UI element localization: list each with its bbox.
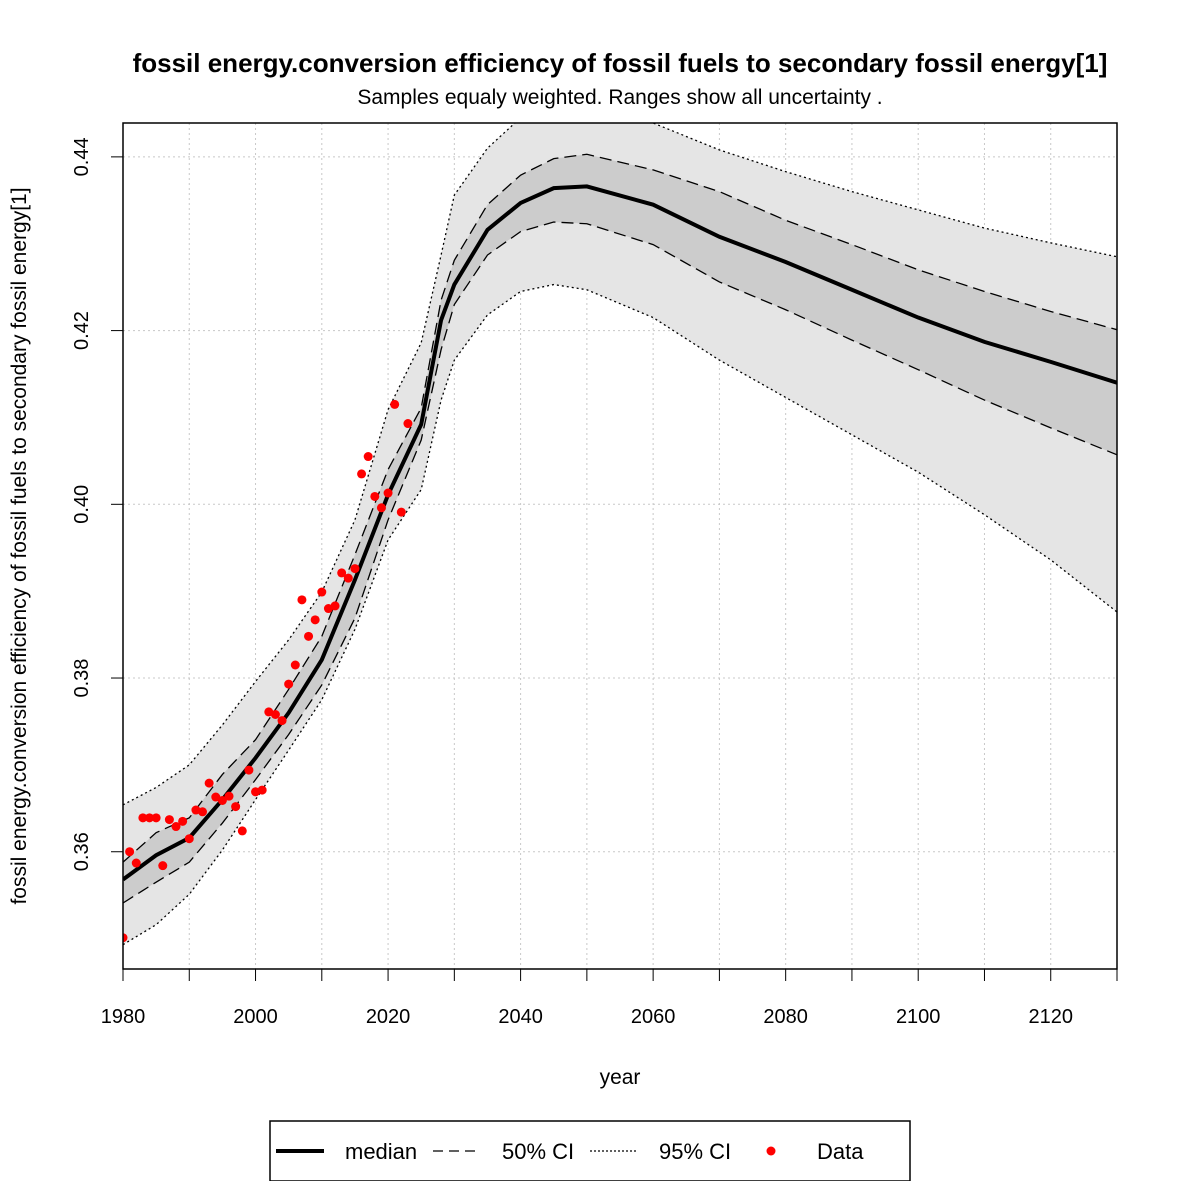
- plot-area: [123, 123, 1117, 946]
- data-point: [257, 785, 267, 795]
- data-point: [350, 564, 360, 574]
- x-tick-label: 1980: [101, 1006, 146, 1028]
- data-point: [343, 573, 353, 583]
- data-point: [297, 595, 307, 605]
- y-tick-label: 0.44: [71, 137, 93, 176]
- legend-label: median: [345, 1139, 417, 1164]
- data-point: [403, 419, 413, 429]
- data-point: [237, 826, 247, 836]
- data-point: [370, 491, 380, 501]
- legend: median 50% CI 95% CI Data: [269, 1120, 911, 1181]
- data-point: [330, 601, 340, 611]
- data-point: [198, 807, 208, 817]
- data-point: [131, 858, 141, 868]
- data-point: [125, 847, 135, 857]
- x-tick-label: 2020: [366, 1006, 411, 1028]
- data-point: [357, 469, 367, 479]
- y-tick-label: 0.38: [71, 659, 93, 698]
- y-axis-title: fossil energy.conversion efficiency of f…: [8, 187, 31, 904]
- data-point: [317, 587, 327, 597]
- legend-label: Data: [817, 1139, 864, 1164]
- data-point: [158, 861, 168, 871]
- data-point: [178, 816, 188, 826]
- x-tick-label: 2060: [631, 1006, 676, 1028]
- data-point: [244, 765, 254, 775]
- y-tick-label: 0.40: [71, 485, 93, 524]
- data-point: [171, 822, 181, 832]
- data-point: [396, 507, 406, 517]
- chart-subtitle: Samples equaly weighted. Ranges show all…: [357, 86, 882, 109]
- y-tick-label: 0.42: [71, 311, 93, 350]
- data-point: [383, 488, 393, 498]
- x-tick-label: 2000: [233, 1006, 278, 1028]
- data-point: [138, 813, 148, 823]
- data-point: [270, 710, 280, 720]
- x-tick-label: 2080: [763, 1006, 808, 1028]
- data-point: [310, 615, 320, 625]
- data-point: [151, 813, 161, 823]
- ci50-lower: [123, 221, 1117, 904]
- chart-title: fossil energy.conversion efficiency of f…: [133, 48, 1108, 78]
- legend-label: 50% CI: [502, 1139, 574, 1164]
- data-point: [184, 834, 194, 844]
- y-tick-label: 0.36: [71, 832, 93, 871]
- data-point: [390, 399, 400, 409]
- median-line: [123, 184, 1117, 882]
- data-point: [284, 679, 294, 689]
- data-point: [337, 568, 347, 578]
- ci-band: [123, 154, 1117, 903]
- legend-symbol: [766, 1146, 776, 1156]
- x-tick-label: 2040: [498, 1006, 543, 1028]
- x-tick-label: 2120: [1028, 1006, 1073, 1028]
- data-point: [376, 503, 386, 513]
- data-point: [231, 802, 241, 812]
- data-point: [211, 792, 221, 802]
- data-point: [363, 452, 373, 462]
- ci95-lower: [123, 283, 1117, 946]
- data-point: [217, 795, 227, 805]
- data-point: [304, 631, 314, 641]
- data-point: [164, 815, 174, 825]
- x-axis-title: year: [600, 1066, 641, 1089]
- data-point: [290, 660, 300, 670]
- x-tick-label: 2100: [896, 1006, 941, 1028]
- ci50-upper: [123, 153, 1117, 863]
- data-point: [224, 791, 234, 801]
- legend-label: 95% CI: [659, 1139, 731, 1164]
- plot-frame: [122, 122, 1118, 970]
- ci95-upper: [123, 123, 1117, 806]
- data-point: [277, 716, 287, 726]
- data-point: [145, 813, 155, 823]
- data-point: [204, 778, 214, 788]
- axes: 1980 2000 2020 2040 2060 2080 2100 2120 0.36 0.38…: [71, 137, 1118, 1028]
- data-point: [123, 933, 128, 943]
